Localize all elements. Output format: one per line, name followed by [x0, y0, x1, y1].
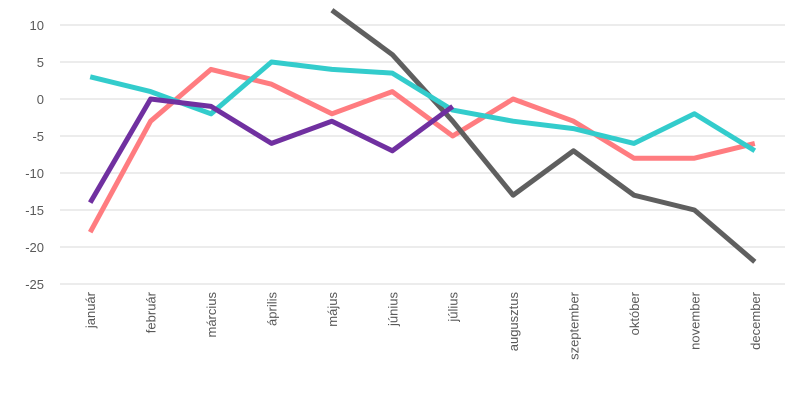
x-tick-label: február	[144, 291, 159, 333]
x-tick-label: június	[385, 292, 400, 327]
x-tick-label: augusztus	[506, 292, 521, 352]
x-tick-label: július	[446, 292, 461, 323]
series-line-2	[330, 8, 757, 264]
series-lines	[88, 8, 757, 264]
x-tick-label: szeptember	[567, 291, 582, 360]
x-tick-label: december	[748, 291, 763, 349]
y-tick-label: -5	[32, 129, 44, 144]
x-tick-label: október	[627, 291, 642, 335]
x-tick-label: április	[264, 292, 279, 326]
x-axis-tick-labels: január február március április május június jú…	[83, 291, 763, 360]
x-tick-label: március	[204, 292, 219, 338]
x-tick-label: november	[687, 291, 702, 349]
x-tick-label: május	[325, 292, 340, 327]
y-tick-label: -25	[25, 277, 44, 292]
y-tick-label: 5	[37, 55, 44, 70]
x-tick-label: január	[83, 291, 98, 329]
y-tick-label: -10	[25, 166, 44, 181]
y-axis-tick-labels: 10 5 0 -5 -10 -15 -20 -25	[25, 18, 44, 292]
series-line-3	[89, 59, 757, 153]
series-line-4	[88, 96, 455, 204]
series-line-1	[88, 66, 756, 234]
y-tick-label: 10	[30, 18, 44, 33]
y-tick-label: -15	[25, 203, 44, 218]
y-tick-label: -20	[25, 240, 44, 255]
y-tick-label: 0	[37, 92, 44, 107]
grid-lines	[60, 24, 785, 248]
